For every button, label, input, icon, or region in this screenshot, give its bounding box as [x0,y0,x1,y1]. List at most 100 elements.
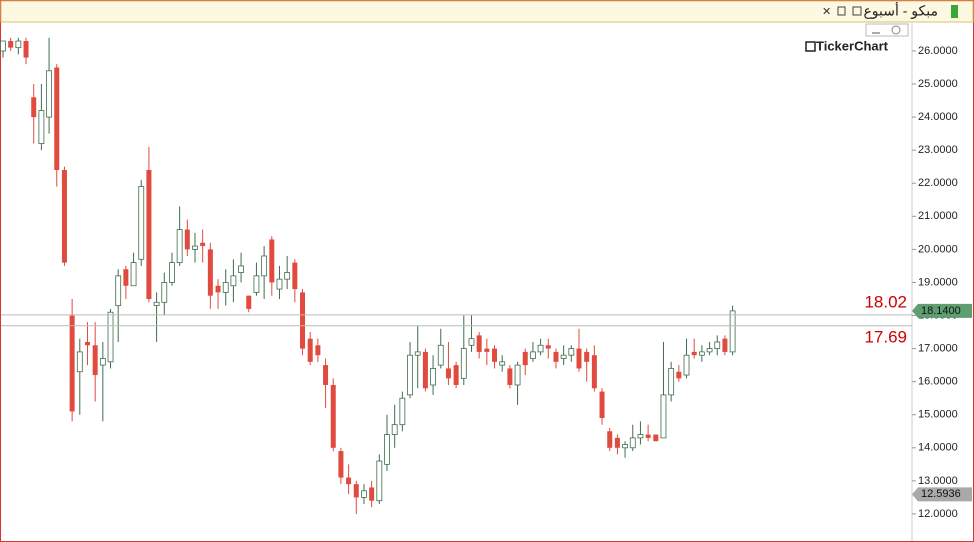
candle-body [107,311,114,363]
candle-body [99,358,106,366]
candle-body [698,351,705,356]
candle-body [714,341,721,349]
candle-body [54,67,60,171]
candle-body [323,365,329,385]
candle-body [31,97,37,118]
candle-body [92,345,98,376]
candle-body [622,444,628,449]
candle-body [722,338,728,352]
candle-body [76,351,83,373]
candle-body [414,351,421,356]
y-tick-label: 25.0000 [918,78,958,90]
maximize-icon[interactable] [852,6,862,16]
candle-body [683,354,690,376]
candle-body [668,368,675,396]
candle-body [284,272,291,280]
last-price-tag [912,303,972,318]
candle-body [560,354,567,359]
candle-body [376,460,383,502]
candle-body [453,365,459,385]
y-tick-label: 23.0000 [918,144,958,156]
y-tick-label: 22.0000 [918,177,958,189]
candle-body [422,351,428,389]
candle-body [637,434,644,439]
copy-icon[interactable] [837,6,846,16]
candle-body [169,262,175,283]
candle-body [315,345,321,356]
candle-body [384,434,390,465]
logo-mark [805,41,816,52]
candle-body [176,229,183,264]
y-tick-label: 14.0000 [918,442,958,454]
candle-body [38,110,45,144]
y-tick-label: 15.0000 [918,409,958,421]
y-tick-label: 19.0000 [918,276,958,288]
candle-body [161,282,168,303]
candle-body [468,338,475,346]
candle-body [706,348,713,353]
candle-body [246,295,252,309]
y-tick-label: 21.0000 [918,210,958,222]
candle-body [645,434,651,438]
header-bar [0,0,974,23]
candle-body [138,186,145,260]
settings-button[interactable] [891,25,901,35]
candle-body [492,348,498,362]
candle-body [200,242,206,247]
candle-body [729,310,736,353]
candle-body [69,315,75,412]
y-tick-label: 12.0000 [918,508,958,520]
candle-body [230,275,237,287]
candle-body [430,368,436,386]
y-tick-label: 17.0000 [918,342,958,354]
candle-body [599,391,605,419]
candle-body [15,40,22,49]
candle-body [576,348,582,369]
candle-body [84,341,90,346]
candle-body [338,451,344,478]
candle-body [437,344,444,366]
candle-body [269,239,275,283]
plot-area [0,37,736,514]
candle-body [276,278,283,290]
candle-body [484,348,490,352]
candle-body [61,170,67,263]
candle-body [591,355,597,389]
window-title: مبكو - أسبوع [863,1,938,20]
candle-body [584,351,590,362]
candle-body [653,434,659,442]
candle-body [691,351,697,356]
panel-controls [865,23,909,37]
candle-body [445,368,451,379]
candle-body [184,229,190,250]
logo: TickerChart [816,38,889,53]
y-tick-label: 24.0000 [918,111,958,123]
close-icon[interactable]: ✕ [822,6,831,18]
candle-body [222,282,229,293]
y-tick-label: 16.0000 [918,376,958,388]
candle-body [0,40,6,52]
candle-body [660,394,667,439]
candle-body [307,338,313,362]
candle-body [215,285,221,293]
candle-body [8,41,14,48]
candle-body [353,484,359,498]
candle-body [507,368,513,385]
candle-body [330,384,336,448]
marker-price-tag [912,487,972,502]
candle-body [391,424,398,435]
y-tick-label: 26.0000 [918,45,958,57]
candle-body [346,477,352,485]
candle-body [238,265,244,273]
candle-body [192,245,198,250]
candle-body [146,170,152,299]
candle-body [553,351,559,362]
candle-body [514,364,521,386]
last-price-tag-label: 18.1400 [921,305,961,317]
candle-body [460,348,467,379]
candle-body [545,345,551,349]
y-tick-label: 20.0000 [918,243,958,255]
candle-body [261,255,268,277]
candle-body [292,262,298,290]
